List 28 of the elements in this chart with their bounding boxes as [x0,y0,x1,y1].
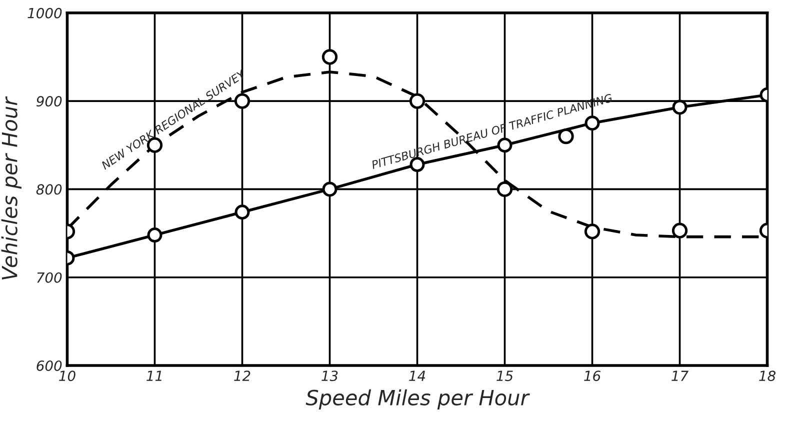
point [322,182,338,197]
x-tick-label: 17 [672,370,688,381]
y-tick-label: 800 [36,184,62,195]
x-tick-label: 10 [59,370,76,382]
x-tick-label: 12 [234,370,250,381]
x-tick-label: 16 [584,370,600,382]
x-tick-label: 13 [322,370,338,382]
point [672,222,688,238]
point [584,116,600,131]
x-tick-label: 14 [409,370,426,381]
point [147,228,162,243]
x-tick-label: 18 [759,370,776,382]
y-tick-label: 900 [36,96,62,107]
point [234,204,250,220]
y-tick-label: 700 [37,272,62,283]
point [409,93,426,109]
point [584,224,600,240]
point [496,181,513,198]
y-tick-label: 1000 [28,8,62,18]
point [322,49,338,65]
x-axis-title: Speed Miles per Hour [306,389,530,410]
y-tick-label: 600 [36,360,62,371]
x-tick-label: 11 [146,370,162,381]
point [558,128,574,144]
x-tick-label: 15 [496,370,513,382]
point [672,100,688,115]
y-axis-title: Vehicles per Hour [1,96,22,280]
point [497,138,512,153]
